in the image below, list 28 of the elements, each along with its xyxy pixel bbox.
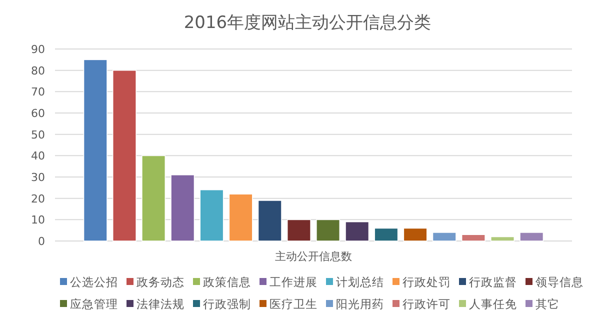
legend-label: 行政强制 — [203, 297, 251, 311]
legend-label: 法律法规 — [136, 297, 184, 311]
y-tick-label: 60 — [31, 107, 45, 120]
legend-label: 行政许可 — [402, 297, 450, 311]
y-tick-label: 40 — [31, 150, 45, 163]
y-tick-label: 80 — [31, 64, 45, 78]
legend-label: 领导信息 — [536, 275, 584, 289]
legend-label: 应急管理 — [70, 297, 118, 311]
y-tick-label: 70 — [31, 86, 45, 99]
y-tick-label: 30 — [31, 171, 45, 184]
legend-label: 工作进展 — [270, 275, 318, 289]
y-tick-label: 0 — [38, 235, 45, 248]
legend-label: 阳光用药 — [336, 297, 384, 311]
legend-label: 计划总结 — [336, 275, 384, 289]
legend-label: 人事任免 — [469, 297, 517, 311]
y-tick-label: 90 — [31, 43, 45, 56]
y-tick-label: 50 — [31, 128, 45, 142]
y-tick-label: 20 — [31, 192, 45, 206]
legend-label: 医疗卫生 — [270, 297, 318, 311]
legend-label: 政策信息 — [203, 275, 251, 289]
legend-label: 行政监督 — [469, 275, 517, 289]
legend-label: 行政处罚 — [402, 275, 450, 289]
x-tick-label: 主动公开信息数 — [275, 250, 352, 263]
legend-label: 政务动态 — [136, 275, 184, 289]
legend-label: 公选公招 — [70, 275, 118, 289]
legend-label: 其它 — [536, 297, 560, 311]
chart-title: 2016年度网站主动公开信息分类 — [184, 13, 432, 33]
y-tick-label: 10 — [31, 214, 45, 227]
